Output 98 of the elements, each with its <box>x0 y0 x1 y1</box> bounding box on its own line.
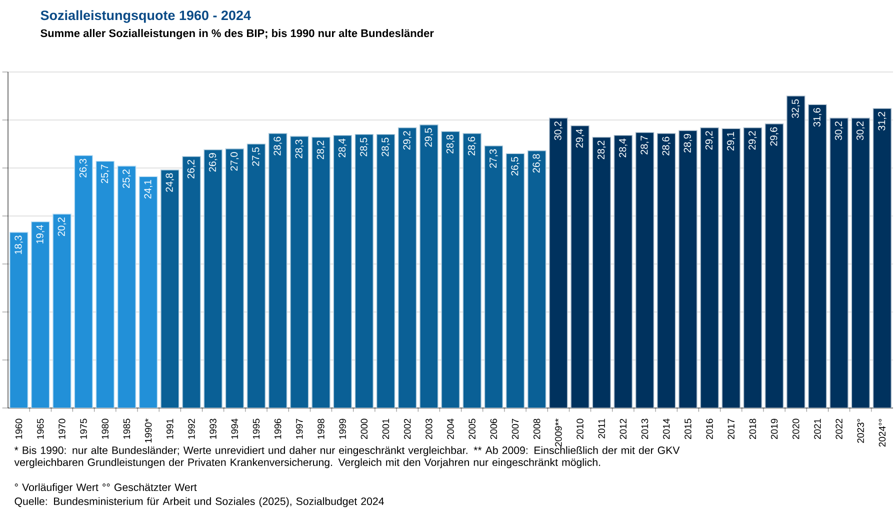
data-label: 32,5 <box>792 99 800 118</box>
x-tick-label: 2004 <box>447 418 454 440</box>
data-label: 31,6 <box>813 108 822 127</box>
data-label: 28,3 <box>295 140 304 158</box>
x-tick-label: 1985 <box>123 418 130 439</box>
x-tick-label: 1994 <box>231 418 238 439</box>
x-tick-label: 2023° <box>857 418 864 443</box>
text: ° Vorläufiger Wert °° Geschätzter Wert <box>14 483 197 494</box>
data-label: 25,7 <box>101 164 110 184</box>
x-tick-label: 2002 <box>404 418 411 440</box>
data-label: 24,8 <box>166 173 174 192</box>
x-tick-label: 2012 <box>620 418 627 440</box>
data-label: 30,2 <box>856 122 865 140</box>
data-label: 28,8 <box>446 134 455 154</box>
x-tick-label: 2001 <box>382 418 390 440</box>
bar <box>246 144 266 408</box>
data-label: 28,2 <box>597 140 606 160</box>
data-label: 28,4 <box>619 138 628 158</box>
x-tick-label: 2013 <box>641 418 648 440</box>
x-tick-label: 1996 <box>274 418 282 439</box>
data-label: 28,5 <box>360 138 368 156</box>
data-label: 26,3 <box>79 158 88 178</box>
x-tick-label: 1999 <box>339 418 346 439</box>
data-label: 26,9 <box>208 153 218 172</box>
data-label: 26,2 <box>187 160 196 178</box>
data-label: 28,9 <box>684 134 692 152</box>
data-label: 25,2 <box>122 170 131 188</box>
x-tick-label: 2021 <box>814 418 821 440</box>
text: * Bis 1990: nur alte Bundesländer; Werte unrevidiert und daher nur eingeschränkt vergleichbar. ** Ab 2009: Einschließlich der mit der GKV vergleichbaren Grundleistungen der Privaten Krankenversicherung. Vergleich mit den Vorjahren nur eingeschränkt möglich. <box>14 446 680 468</box>
x-tick-label: 1980 <box>102 418 108 439</box>
data-label: 18,3 <box>14 236 23 254</box>
x-tick-label: 1960 <box>15 418 22 439</box>
bar <box>570 125 590 408</box>
x-tick-label: 2019 <box>770 418 778 440</box>
x-tick-label: 1990* <box>144 418 152 442</box>
bar <box>743 127 762 408</box>
chart-subtitle: Summe aller Sozialleistungen in % des BIP; bis 1990 nur alte Bundesländer <box>40 29 434 40</box>
x-tick-label: 2020 <box>792 418 800 440</box>
chart-title: Sozialleistungsquote 1960 - 2024 <box>40 10 251 23</box>
bar <box>592 136 611 408</box>
data-label: 29,1 <box>726 132 736 151</box>
data-label: 30,2 <box>834 122 844 140</box>
data-label: 29,2 <box>403 131 412 150</box>
x-tick-label: 1992 <box>188 418 195 439</box>
x-tick-label: 1975 <box>80 418 87 439</box>
x-tick-label: 1997 <box>296 418 303 439</box>
bar <box>290 136 309 408</box>
data-label: 20,2 <box>58 218 66 236</box>
source-note: Quelle: Bundesministerium für Arbeit und Soziales (2025), Sozialbudget 2024 <box>14 497 384 508</box>
x-tick-label: 2014 <box>662 418 670 440</box>
data-label: 29,5 <box>424 128 434 147</box>
x-tick-label: 1965 <box>37 418 44 439</box>
data-label: 24,1 <box>144 180 152 199</box>
bar <box>268 133 288 408</box>
data-label: 27,5 <box>252 147 260 166</box>
data-label: 28,2 <box>316 140 326 160</box>
bar <box>764 123 784 408</box>
x-tick-label: 2008 <box>533 418 540 440</box>
x-tick-label: 2024°° <box>878 418 886 447</box>
x-tick-label: 2017 <box>728 418 734 440</box>
x-tick-label: 2003 <box>426 418 432 440</box>
data-label: 28,7 <box>640 136 649 154</box>
x-tick-label: 2022 <box>836 418 842 440</box>
x-tick-label: 1991 <box>166 418 174 439</box>
x-tick-label: 1998 <box>318 418 324 439</box>
data-label: 27,3 <box>490 149 498 168</box>
x-tick-label: 2018 <box>749 418 756 440</box>
bar <box>96 160 115 408</box>
data-label: 19,4 <box>36 224 45 244</box>
bar <box>52 214 72 408</box>
data-label: 26,8 <box>532 154 541 173</box>
x-tick-label: 2011 <box>598 418 605 438</box>
data-label: 27,0 <box>230 152 239 171</box>
data-label: 28,5 <box>382 138 390 156</box>
data-label: 28,6 <box>662 136 670 156</box>
data-label: 29,4 <box>576 128 584 148</box>
x-tick-label: 2006 <box>490 418 498 440</box>
data-label: 26,5 <box>511 156 520 176</box>
x-tick-label: 2016 <box>706 418 713 440</box>
x-tick-label: 2015 <box>684 418 692 440</box>
x-tick-label: 2010 <box>576 418 584 440</box>
data-label: 29,6 <box>770 127 778 146</box>
data-label: 28,6 <box>274 136 282 156</box>
bar <box>398 127 417 408</box>
x-tick-label: 2007 <box>512 418 519 440</box>
x-tick-label: 2009** <box>555 418 562 446</box>
x-tick-label: 1995 <box>252 418 260 439</box>
data-label: 28,4 <box>338 138 347 158</box>
x-tick-label: 2005 <box>468 418 476 440</box>
data-label: 29,2 <box>705 131 714 150</box>
x-tick-label: 1993 <box>210 418 216 439</box>
x-tick-label: 2000 <box>360 418 368 440</box>
data-label: 31,2 <box>878 112 886 130</box>
bar <box>786 96 806 408</box>
x-tick-label: 1970 <box>58 418 66 439</box>
data-label: 29,2 <box>748 131 757 150</box>
data-label: 30,2 <box>554 122 563 140</box>
data-label: 28,6 <box>468 136 476 156</box>
